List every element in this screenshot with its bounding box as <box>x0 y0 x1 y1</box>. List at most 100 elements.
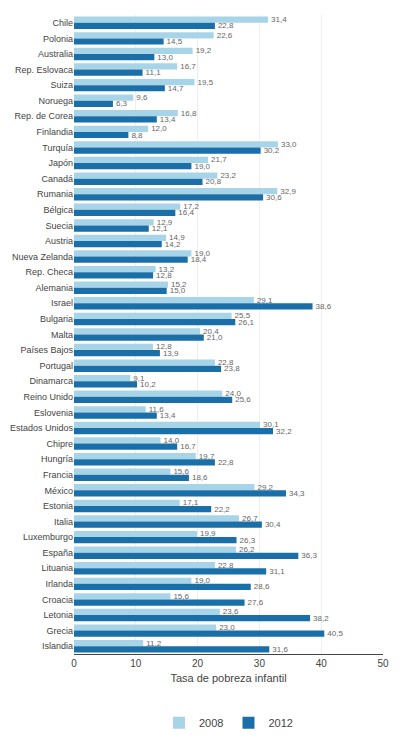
svg-text:16,7: 16,7 <box>180 62 196 71</box>
svg-text:19,0: 19,0 <box>194 576 210 585</box>
svg-text:22,8: 22,8 <box>218 561 234 570</box>
svg-text:México: México <box>44 486 73 496</box>
svg-text:19,9: 19,9 <box>200 529 216 538</box>
svg-text:11,6: 11,6 <box>149 405 165 414</box>
svg-text:Austria: Austria <box>45 236 73 246</box>
svg-text:50: 50 <box>377 658 389 669</box>
svg-text:Rep. Eslovaca: Rep. Eslovaca <box>15 65 73 75</box>
svg-text:19,2: 19,2 <box>196 46 212 55</box>
svg-text:32,9: 32,9 <box>280 187 296 196</box>
svg-text:Nueva Zelanda: Nueva Zelanda <box>12 252 73 262</box>
svg-text:32,2: 32,2 <box>276 427 292 436</box>
svg-text:31,1: 31,1 <box>269 567 285 576</box>
svg-text:Rep. de Corea: Rep. de Corea <box>14 111 73 121</box>
svg-text:17,2: 17,2 <box>183 202 199 211</box>
svg-text:24,0: 24,0 <box>225 389 241 398</box>
svg-text:Reino Unido: Reino Unido <box>23 392 73 402</box>
svg-text:Canadá: Canadá <box>41 174 73 184</box>
svg-text:Grecia: Grecia <box>46 626 73 636</box>
svg-text:Finlandia: Finlandia <box>36 127 73 137</box>
svg-text:Dinamarca: Dinamarca <box>29 376 73 386</box>
svg-text:0: 0 <box>71 658 77 669</box>
svg-text:Chile: Chile <box>52 18 73 28</box>
svg-text:22,8: 22,8 <box>218 21 234 30</box>
svg-text:29,2: 29,2 <box>257 483 273 492</box>
svg-text:11,1: 11,1 <box>146 68 162 77</box>
svg-text:Estados Unidos: Estados Unidos <box>10 423 74 433</box>
svg-text:Rep. Checa: Rep. Checa <box>25 267 73 277</box>
svg-text:12,8: 12,8 <box>156 342 172 351</box>
svg-text:19,5: 19,5 <box>198 78 214 87</box>
svg-text:22,2: 22,2 <box>214 505 230 514</box>
svg-text:Irlanda: Irlanda <box>45 579 73 589</box>
svg-text:8,8: 8,8 <box>131 131 143 140</box>
svg-text:12,9: 12,9 <box>157 218 173 227</box>
svg-text:18,4: 18,4 <box>191 255 207 264</box>
svg-text:Francia: Francia <box>43 470 73 480</box>
svg-text:34,3: 34,3 <box>289 489 305 498</box>
svg-text:Israel: Israel <box>51 298 73 308</box>
svg-text:30,2: 30,2 <box>264 146 280 155</box>
svg-text:25,6: 25,6 <box>235 395 251 404</box>
svg-text:14,9: 14,9 <box>169 233 185 242</box>
svg-text:Países Bajos: Países Bajos <box>20 345 73 355</box>
svg-text:2008: 2008 <box>199 717 223 729</box>
svg-text:2012: 2012 <box>268 717 292 729</box>
svg-text:21,0: 21,0 <box>207 333 223 342</box>
svg-text:30,4: 30,4 <box>265 520 281 529</box>
svg-text:23,0: 23,0 <box>219 623 235 632</box>
svg-text:Noruega: Noruega <box>38 96 73 106</box>
svg-text:Australia: Australia <box>38 49 73 59</box>
svg-text:Portugal: Portugal <box>39 361 73 371</box>
svg-text:16,7: 16,7 <box>180 442 196 451</box>
svg-text:Suiza: Suiza <box>50 80 73 90</box>
svg-text:9,1: 9,1 <box>133 374 145 383</box>
svg-text:26,1: 26,1 <box>238 318 254 327</box>
svg-text:Polonia: Polonia <box>43 34 73 44</box>
svg-text:Turquía: Turquía <box>42 143 73 153</box>
svg-text:13,2: 13,2 <box>159 265 175 274</box>
svg-text:19,0: 19,0 <box>194 249 210 258</box>
svg-text:10,2: 10,2 <box>140 380 156 389</box>
svg-text:38,2: 38,2 <box>313 614 329 623</box>
svg-text:30: 30 <box>254 658 266 669</box>
svg-text:33,0: 33,0 <box>281 140 297 149</box>
svg-text:Islandia: Islandia <box>42 641 73 651</box>
svg-text:13,4: 13,4 <box>160 115 176 124</box>
svg-text:Croacia: Croacia <box>42 595 73 605</box>
svg-text:Hungría: Hungría <box>41 454 73 464</box>
svg-text:Tasa de pobreza infantil: Tasa de pobreza infantil <box>170 672 286 684</box>
svg-text:18,6: 18,6 <box>192 473 208 482</box>
svg-text:13,9: 13,9 <box>163 349 179 358</box>
svg-text:Suecia: Suecia <box>45 221 73 231</box>
svg-text:15,6: 15,6 <box>173 467 189 476</box>
svg-text:21,7: 21,7 <box>211 155 227 164</box>
svg-text:29,1: 29,1 <box>257 296 273 305</box>
svg-text:28,6: 28,6 <box>254 582 270 591</box>
svg-text:22,8: 22,8 <box>218 358 234 367</box>
svg-text:15,2: 15,2 <box>171 280 187 289</box>
svg-text:16,8: 16,8 <box>181 109 197 118</box>
svg-text:Rumania: Rumania <box>37 189 73 199</box>
svg-text:9,6: 9,6 <box>136 93 148 102</box>
svg-text:23,8: 23,8 <box>224 364 240 373</box>
svg-text:20,4: 20,4 <box>203 327 219 336</box>
svg-text:6,3: 6,3 <box>116 99 128 108</box>
svg-text:Malta: Malta <box>51 330 73 340</box>
svg-text:40: 40 <box>316 658 328 669</box>
svg-text:13,4: 13,4 <box>160 411 176 420</box>
svg-text:13,0: 13,0 <box>157 53 173 62</box>
svg-text:Chipre: Chipre <box>46 439 73 449</box>
svg-text:Luxemburgo: Luxemburgo <box>23 532 73 542</box>
svg-text:22,6: 22,6 <box>217 31 233 40</box>
svg-text:30,6: 30,6 <box>266 193 282 202</box>
svg-text:10: 10 <box>130 658 142 669</box>
svg-text:Japón: Japón <box>48 158 73 168</box>
svg-text:20: 20 <box>192 658 204 669</box>
svg-text:Italia: Italia <box>54 517 73 527</box>
svg-text:Lituania: Lituania <box>41 563 73 573</box>
svg-text:11,2: 11,2 <box>146 639 162 648</box>
svg-text:19,0: 19,0 <box>194 162 210 171</box>
svg-text:19,7: 19,7 <box>199 452 215 461</box>
svg-text:31,6: 31,6 <box>272 645 288 654</box>
